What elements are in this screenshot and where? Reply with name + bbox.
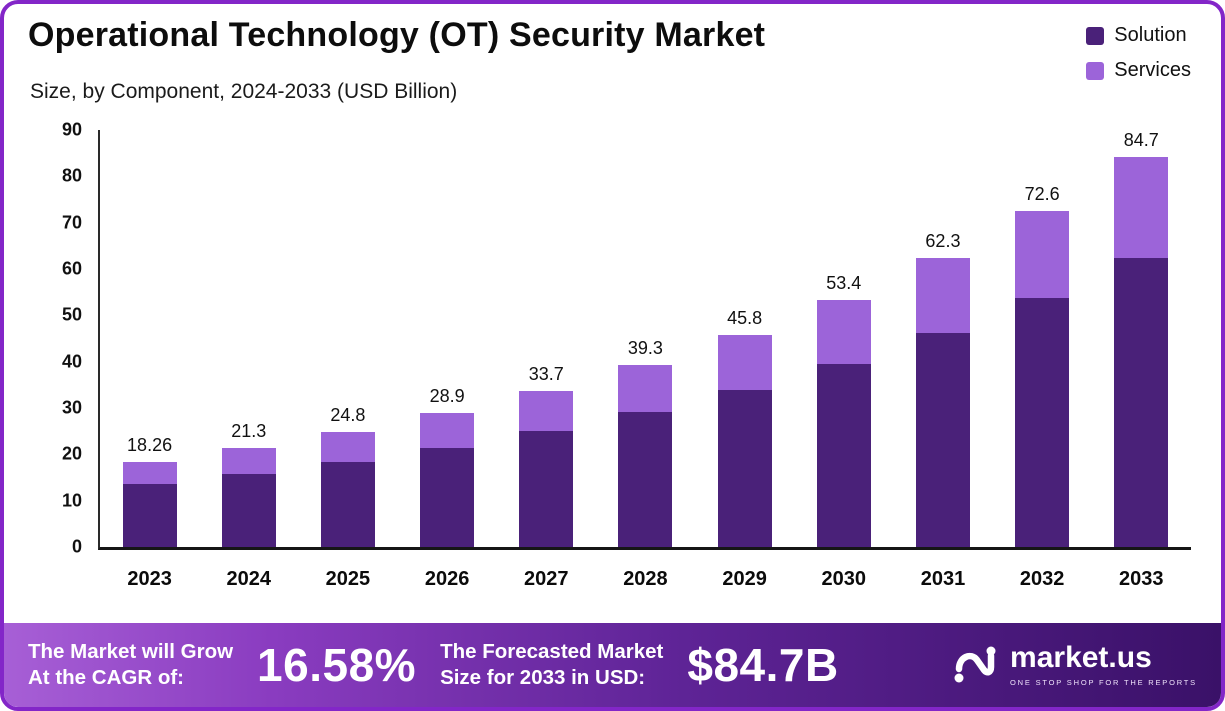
x-axis-label-2028: 2028 xyxy=(623,568,668,590)
bar-segment-solution-2033 xyxy=(1114,258,1169,547)
bar-chart: 0 10 20 30 40 50 60 70 80 90 18.26 2023 21.3 2024 24.… xyxy=(32,120,1195,598)
bar-column-2023: 18.26 2023 xyxy=(122,130,177,590)
legend-label: Solution xyxy=(1114,24,1187,46)
bar-segment-services-2028 xyxy=(618,364,673,413)
bar-segment-solution-2029 xyxy=(717,389,772,547)
forecast-label-line1: The Forecasted Market xyxy=(440,640,664,664)
cagr-label-line1: The Market will Grow xyxy=(28,640,234,664)
legend-swatch-solution xyxy=(1086,26,1105,45)
bar-segment-services-2031 xyxy=(915,258,970,334)
bar-segment-services-2032 xyxy=(1015,210,1070,298)
y-axis-tick: 50 xyxy=(61,304,82,325)
legend: Solution Services xyxy=(1086,24,1191,82)
bar-segment-solution-2027 xyxy=(519,431,574,547)
bar-column-2030: 53.4 2030 xyxy=(816,130,871,590)
y-axis-tick: 60 xyxy=(61,258,82,279)
y-axis-tick: 10 xyxy=(61,490,82,511)
forecast-label-line2: Size for 2033 in USD: xyxy=(440,666,646,689)
bar-segment-solution-2030 xyxy=(816,363,871,547)
plot-area: 18.26 2023 21.3 2024 24.8 2025 28.9 2026 33.7 202… xyxy=(98,130,1191,590)
bar-total-label: 62.3 xyxy=(925,231,961,252)
bar-segment-services-2026 xyxy=(420,413,475,448)
page-title: Operational Technology (OT) Security Mar… xyxy=(28,16,766,54)
bar-total-label: 84.7 xyxy=(1123,130,1159,150)
cagr-label: The Market will Grow At the CAGR of: xyxy=(28,639,233,690)
bar-column-2033: 84.7 2033 xyxy=(1114,130,1169,590)
y-axis-tick: 40 xyxy=(61,351,82,372)
x-axis-label-2030: 2030 xyxy=(821,568,867,590)
bar-segment-services-2029 xyxy=(717,334,772,390)
bar-segment-solution-2032 xyxy=(1015,297,1070,547)
bar-column-2025: 24.8 2025 xyxy=(320,130,375,590)
bar-segment-solution-2023 xyxy=(122,484,177,547)
x-axis-label-2029: 2029 xyxy=(722,568,767,590)
bar-segment-solution-2031 xyxy=(915,333,970,547)
bar-segment-solution-2024 xyxy=(221,473,276,547)
cagr-value: 16.58% xyxy=(257,639,417,691)
x-axis-label-2031: 2031 xyxy=(920,568,966,590)
y-axis-tick: 20 xyxy=(61,443,82,464)
bar-column-2029: 45.8 2029 xyxy=(717,130,772,590)
bar-segment-services-2033 xyxy=(1114,157,1169,259)
bar-total-label: 53.4 xyxy=(826,272,862,293)
bar-column-2028: 39.3 2028 xyxy=(618,130,673,590)
bar-segment-solution-2028 xyxy=(618,412,673,547)
bar-column-2027: 33.7 2027 xyxy=(519,130,574,590)
bar-segment-solution-2026 xyxy=(420,447,475,547)
bar-total-label: 18.26 xyxy=(127,435,173,456)
y-axis-tick: 70 xyxy=(61,212,82,233)
bar-segment-services-2023 xyxy=(122,462,177,485)
y-axis-tick: 80 xyxy=(61,165,82,186)
legend-item-services: Services xyxy=(1086,59,1191,82)
bar-segment-solution-2025 xyxy=(320,461,375,547)
x-axis-label-2026: 2026 xyxy=(424,568,470,590)
bar-total-label: 45.8 xyxy=(727,307,763,328)
legend-swatch-services xyxy=(1086,61,1105,80)
bar-column-2024: 21.3 2024 xyxy=(221,130,276,590)
brand-text: market.us ONE STOP SHOP FOR THE REPORTS xyxy=(1010,641,1197,688)
bar-column-2031: 62.3 2031 xyxy=(915,130,970,590)
bar-total-label: 24.8 xyxy=(330,405,366,426)
x-axis-label-2024: 2024 xyxy=(226,568,272,590)
bar-total-label: 28.9 xyxy=(429,386,465,407)
bar-column-2032: 72.6 2032 xyxy=(1015,130,1070,590)
bar-segment-services-2030 xyxy=(816,299,871,364)
bar-segment-services-2027 xyxy=(519,390,574,432)
y-axis-tick: 30 xyxy=(61,397,82,418)
bar-total-label: 72.6 xyxy=(1024,183,1060,204)
y-axis-tick: 0 xyxy=(71,536,82,557)
bar-segment-services-2025 xyxy=(320,432,375,462)
bar-segment-services-2024 xyxy=(221,448,276,474)
y-axis: 0 10 20 30 40 50 60 70 80 90 xyxy=(32,120,88,557)
bar-total-label: 33.7 xyxy=(528,363,564,384)
marketus-logo-icon xyxy=(954,646,996,683)
x-axis-label-2027: 2027 xyxy=(524,568,569,590)
footer-banner: The Market will Grow At the CAGR of: 16.… xyxy=(4,623,1221,707)
forecast-label: The Forecasted Market Size for 2033 in U… xyxy=(440,639,663,690)
legend-item-solution: Solution xyxy=(1086,24,1191,47)
brand-tagline: ONE STOP SHOP FOR THE REPORTS xyxy=(1010,678,1197,687)
x-axis-label-2023: 2023 xyxy=(127,568,172,590)
brand-name: market.us xyxy=(1010,641,1152,674)
brand-block: market.us ONE STOP SHOP FOR THE REPORTS xyxy=(952,643,1197,687)
cagr-label-line2: At the CAGR of: xyxy=(28,666,185,689)
y-axis-tick: 90 xyxy=(61,119,82,140)
x-axis-label-2032: 2032 xyxy=(1019,568,1065,590)
x-axis-label-2025: 2025 xyxy=(325,568,371,590)
legend-label: Services xyxy=(1114,59,1191,81)
bar-column-2026: 28.9 2026 xyxy=(420,130,475,590)
bar-total-label: 39.3 xyxy=(627,337,663,358)
x-axis-label-2033: 2033 xyxy=(1119,568,1164,590)
forecast-value: $84.7B xyxy=(687,639,839,691)
chart-subtitle: Size, by Component, 2024-2033 (USD Billi… xyxy=(30,80,458,103)
bar-total-label: 21.3 xyxy=(231,421,267,442)
